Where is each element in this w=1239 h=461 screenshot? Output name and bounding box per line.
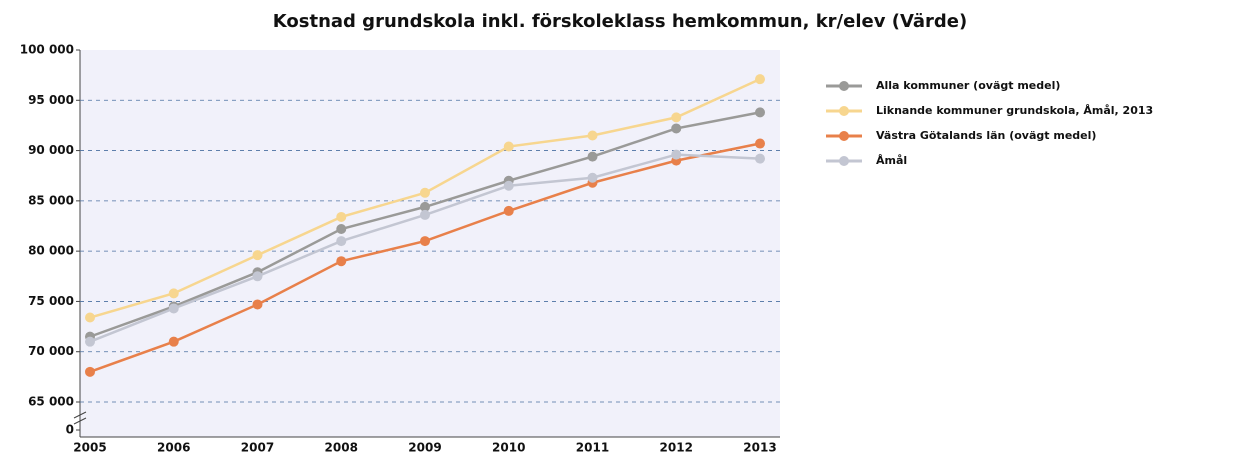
x-tick-label: 2009 [408, 441, 441, 455]
x-tick-label: 2006 [157, 441, 190, 455]
point [252, 299, 263, 310]
legend-marker [839, 81, 849, 91]
y-tick-label: 95 000 [28, 93, 74, 107]
y-tick-label: 85 000 [28, 193, 74, 207]
point [420, 209, 430, 220]
x-tick-label: 2012 [660, 441, 693, 455]
point [587, 130, 598, 141]
x-tick-label: 2007 [241, 441, 274, 455]
point [755, 74, 765, 85]
point [671, 149, 682, 160]
x-tick-label: 2013 [743, 441, 776, 455]
y-tick-label: 100 000 [20, 43, 74, 57]
point [168, 303, 179, 314]
point [755, 138, 765, 149]
x-tick-label: 2005 [73, 441, 106, 455]
point [252, 271, 263, 282]
point [671, 123, 682, 134]
point [503, 141, 514, 152]
point [503, 180, 514, 191]
point [420, 236, 430, 247]
x-tick-label: 2010 [492, 441, 525, 455]
x-tick-label: 2008 [325, 441, 358, 455]
legend-label: Liknande kommuner grundskola, Åmål, 2013 [876, 104, 1153, 117]
point [336, 224, 347, 235]
point [168, 288, 179, 299]
point [671, 112, 682, 123]
axis-break [73, 411, 87, 425]
point [420, 201, 430, 212]
point [336, 211, 347, 222]
point [85, 366, 95, 377]
y-tick-label: 75 000 [28, 294, 74, 308]
point [587, 172, 598, 183]
point [755, 107, 765, 118]
point [252, 250, 263, 261]
legend-label: Åmål [876, 154, 907, 167]
y-tick-label: 65 000 [28, 395, 74, 409]
y-tick-label: 0 [66, 423, 74, 437]
point [85, 336, 95, 347]
point [85, 312, 95, 323]
plot-background [80, 50, 780, 437]
legend-marker [839, 106, 849, 116]
chart-title: Kostnad grundskola inkl. förskoleklass h… [273, 11, 968, 32]
point [336, 256, 347, 267]
point [755, 153, 765, 164]
legend-marker [839, 131, 849, 141]
y-tick-label: 80 000 [28, 244, 74, 258]
legend-label: Västra Götalands län (ovägt medel) [876, 129, 1096, 142]
point [420, 187, 430, 198]
legend-marker [839, 156, 849, 166]
legend-label: Alla kommuner (ovägt medel) [876, 79, 1060, 92]
y-tick-label: 70 000 [28, 344, 74, 358]
point [503, 205, 514, 216]
point [168, 336, 179, 347]
point [587, 151, 598, 162]
x-tick-label: 2011 [576, 441, 609, 455]
point [336, 236, 347, 247]
y-tick-label: 90 000 [28, 143, 74, 157]
